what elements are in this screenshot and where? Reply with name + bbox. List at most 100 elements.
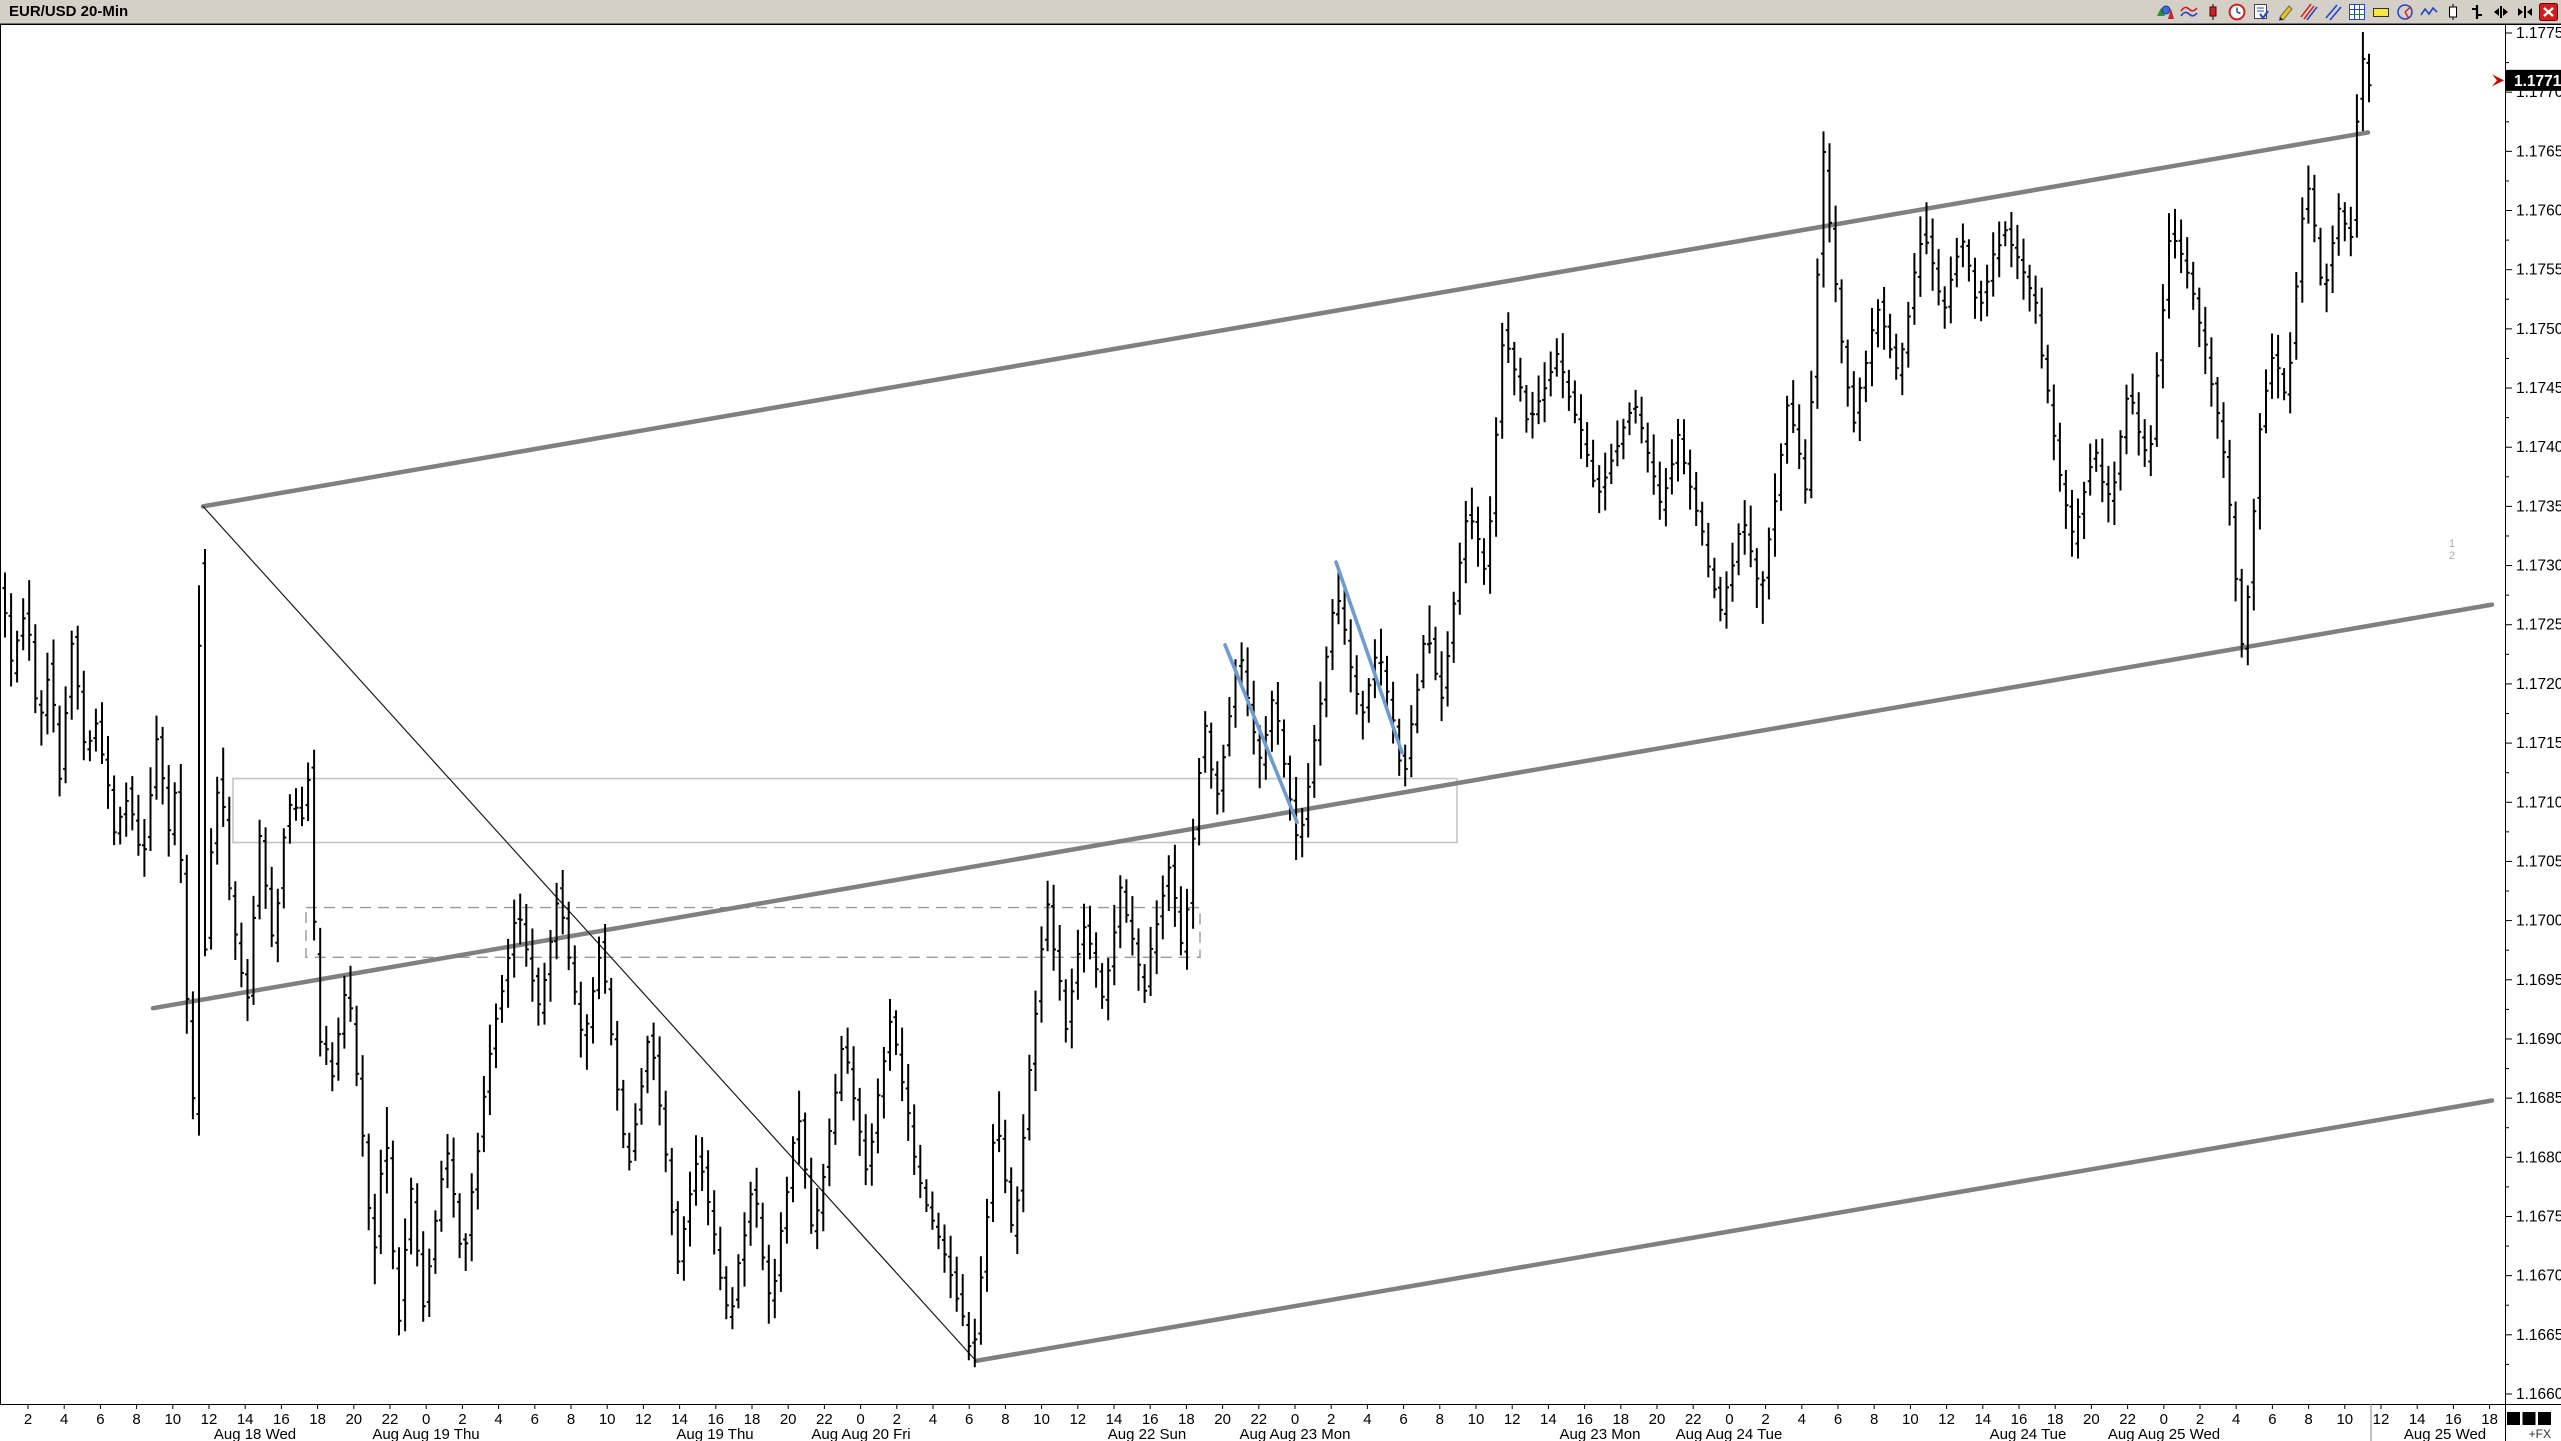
- date-label: Aug 24 Tue: [1990, 1426, 2067, 1441]
- price-axis-label: 1.1710: [2516, 794, 2561, 811]
- compress-bars-icon[interactable]: [2515, 3, 2534, 22]
- hour-label: 18: [1612, 1411, 1629, 1428]
- current-price-marker: [2506, 69, 2561, 91]
- date-label: Aug 25 Wed: [2404, 1426, 2486, 1441]
- title-bar[interactable]: EUR/USD 20-Min: [0, 0, 2561, 24]
- grid-icon[interactable]: [2347, 3, 2366, 22]
- candlestick-icon[interactable]: [2203, 3, 2222, 22]
- hour-label: 14: [237, 1411, 254, 1428]
- blue-swing-line-1[interactable]: [1223, 643, 1299, 825]
- hour-label: 18: [2047, 1411, 2064, 1428]
- blue-swing-line-2[interactable]: [1334, 560, 1404, 755]
- rectangle-tool-icon[interactable]: [2371, 3, 2390, 22]
- price-axis-label: 1.1715: [2516, 735, 2561, 752]
- zigzag-icon[interactable]: [2419, 3, 2438, 22]
- toolbar: [2155, 1, 2558, 23]
- fx-label: +FX: [2529, 1427, 2551, 1441]
- date-label: Aug 19 Thu: [676, 1426, 753, 1441]
- date-label: Aug Aug 19 Thu: [372, 1426, 479, 1441]
- hour-label: 14: [1974, 1411, 1991, 1428]
- cycle-circle-icon[interactable]: [2395, 3, 2414, 22]
- price-axis-label: 1.1675: [2516, 1208, 2561, 1225]
- hour-label: 10: [599, 1411, 616, 1428]
- hour-label: 6: [531, 1411, 539, 1428]
- hour-label: 12: [201, 1411, 218, 1428]
- hour-label: 4: [1363, 1411, 1371, 1428]
- hour-label: 14: [1540, 1411, 1557, 1428]
- price-axis-label: 1.1745: [2516, 380, 2561, 397]
- hour-label: 0: [856, 1411, 864, 1428]
- fan-lines-icon[interactable]: [2299, 3, 2318, 22]
- hour-label: 4: [2232, 1411, 2240, 1428]
- corner-grip-square[interactable]: [2522, 1412, 2536, 1425]
- price-axis-label: 1.1755: [2516, 262, 2561, 279]
- price-axis-label: 1.1680: [2516, 1149, 2561, 1166]
- clock-icon[interactable]: [2227, 3, 2246, 22]
- hour-label: 2: [24, 1411, 32, 1428]
- hour-label: 8: [2304, 1411, 2312, 1428]
- channel-line-lower[interactable]: [973, 1098, 2495, 1364]
- price-axis-label: 1.1765: [2516, 143, 2561, 160]
- price-axis-label: 1.1660: [2516, 1386, 2561, 1403]
- hour-label: 16: [273, 1411, 290, 1428]
- candle-outline-icon[interactable]: [2443, 3, 2462, 22]
- hour-label: 14: [671, 1411, 688, 1428]
- channel-line-upper[interactable]: [200, 130, 2371, 509]
- price-axis-label: 1.1730: [2516, 558, 2561, 575]
- notes-icon[interactable]: [2251, 3, 2270, 22]
- hour-label: 0: [1291, 1411, 1299, 1428]
- ohlc-bars: [2, 32, 2372, 1368]
- price-axis-label: 1.1720: [2516, 676, 2561, 693]
- hour-label: 6: [1399, 1411, 1407, 1428]
- channel-line-median[interactable]: [150, 602, 2495, 1011]
- price-zone-rectangle[interactable]: [232, 777, 1458, 844]
- price-axis-label: 1.1775: [2516, 25, 2561, 42]
- expand-bars-icon[interactable]: [2491, 3, 2510, 22]
- hour-label: 16: [1142, 1411, 1159, 1428]
- hour-label: 14: [1106, 1411, 1123, 1428]
- pencil-icon[interactable]: [2275, 3, 2294, 22]
- chart-plot-background[interactable]: [0, 24, 2561, 1404]
- hour-label: 0: [1725, 1411, 1733, 1428]
- hour-label: 20: [1214, 1411, 1231, 1428]
- hour-label: 0: [2160, 1411, 2168, 1428]
- hour-label: 16: [2445, 1411, 2462, 1428]
- hour-label: 4: [494, 1411, 502, 1428]
- dashed-price-zone-rectangle[interactable]: [305, 906, 1201, 958]
- corner-grip-square[interactable]: [2538, 1412, 2551, 1425]
- corner-grip-square[interactable]: [2507, 1412, 2520, 1425]
- price-axis-label: 1.1725: [2516, 617, 2561, 634]
- ohlc-bar-icon[interactable]: [2467, 3, 2486, 22]
- close-icon[interactable]: [2539, 3, 2558, 22]
- date-label: Aug Aug 23 Mon: [1240, 1426, 1351, 1441]
- hour-label: 10: [2336, 1411, 2353, 1428]
- date-label: Aug 18 Wed: [214, 1426, 296, 1441]
- price-axis-label: 1.1760: [2516, 203, 2561, 220]
- drawing-objects-icon[interactable]: [2155, 3, 2174, 22]
- hour-label: 22: [1685, 1411, 1702, 1428]
- hour-label: 10: [1902, 1411, 1919, 1428]
- price-axis-label: 1.1695: [2516, 972, 2561, 989]
- parallel-lines-icon[interactable]: [2323, 3, 2342, 22]
- hour-label: 18: [744, 1411, 761, 1428]
- handle-label-2: 2: [2449, 550, 2455, 562]
- waves-icon[interactable]: [2179, 3, 2198, 22]
- hour-label: 6: [1834, 1411, 1842, 1428]
- handle-label-1: 1: [2449, 538, 2455, 550]
- window-title: EUR/USD 20-Min: [9, 3, 129, 20]
- hour-label: 4: [60, 1411, 68, 1428]
- current-price-arrow: [2492, 74, 2504, 87]
- hour-label: 20: [2083, 1411, 2100, 1428]
- hour-label: 20: [345, 1411, 362, 1428]
- hour-label: 20: [1649, 1411, 1666, 1428]
- hour-label: 12: [1069, 1411, 1086, 1428]
- trendline-high-to-low[interactable]: [202, 505, 977, 1362]
- hour-label: 6: [965, 1411, 973, 1428]
- hour-label: 8: [567, 1411, 575, 1428]
- hour-label: 10: [164, 1411, 181, 1428]
- hour-label: 0: [422, 1411, 430, 1428]
- hour-label: 4: [929, 1411, 937, 1428]
- current-price-label: 1.1771: [2514, 73, 2561, 90]
